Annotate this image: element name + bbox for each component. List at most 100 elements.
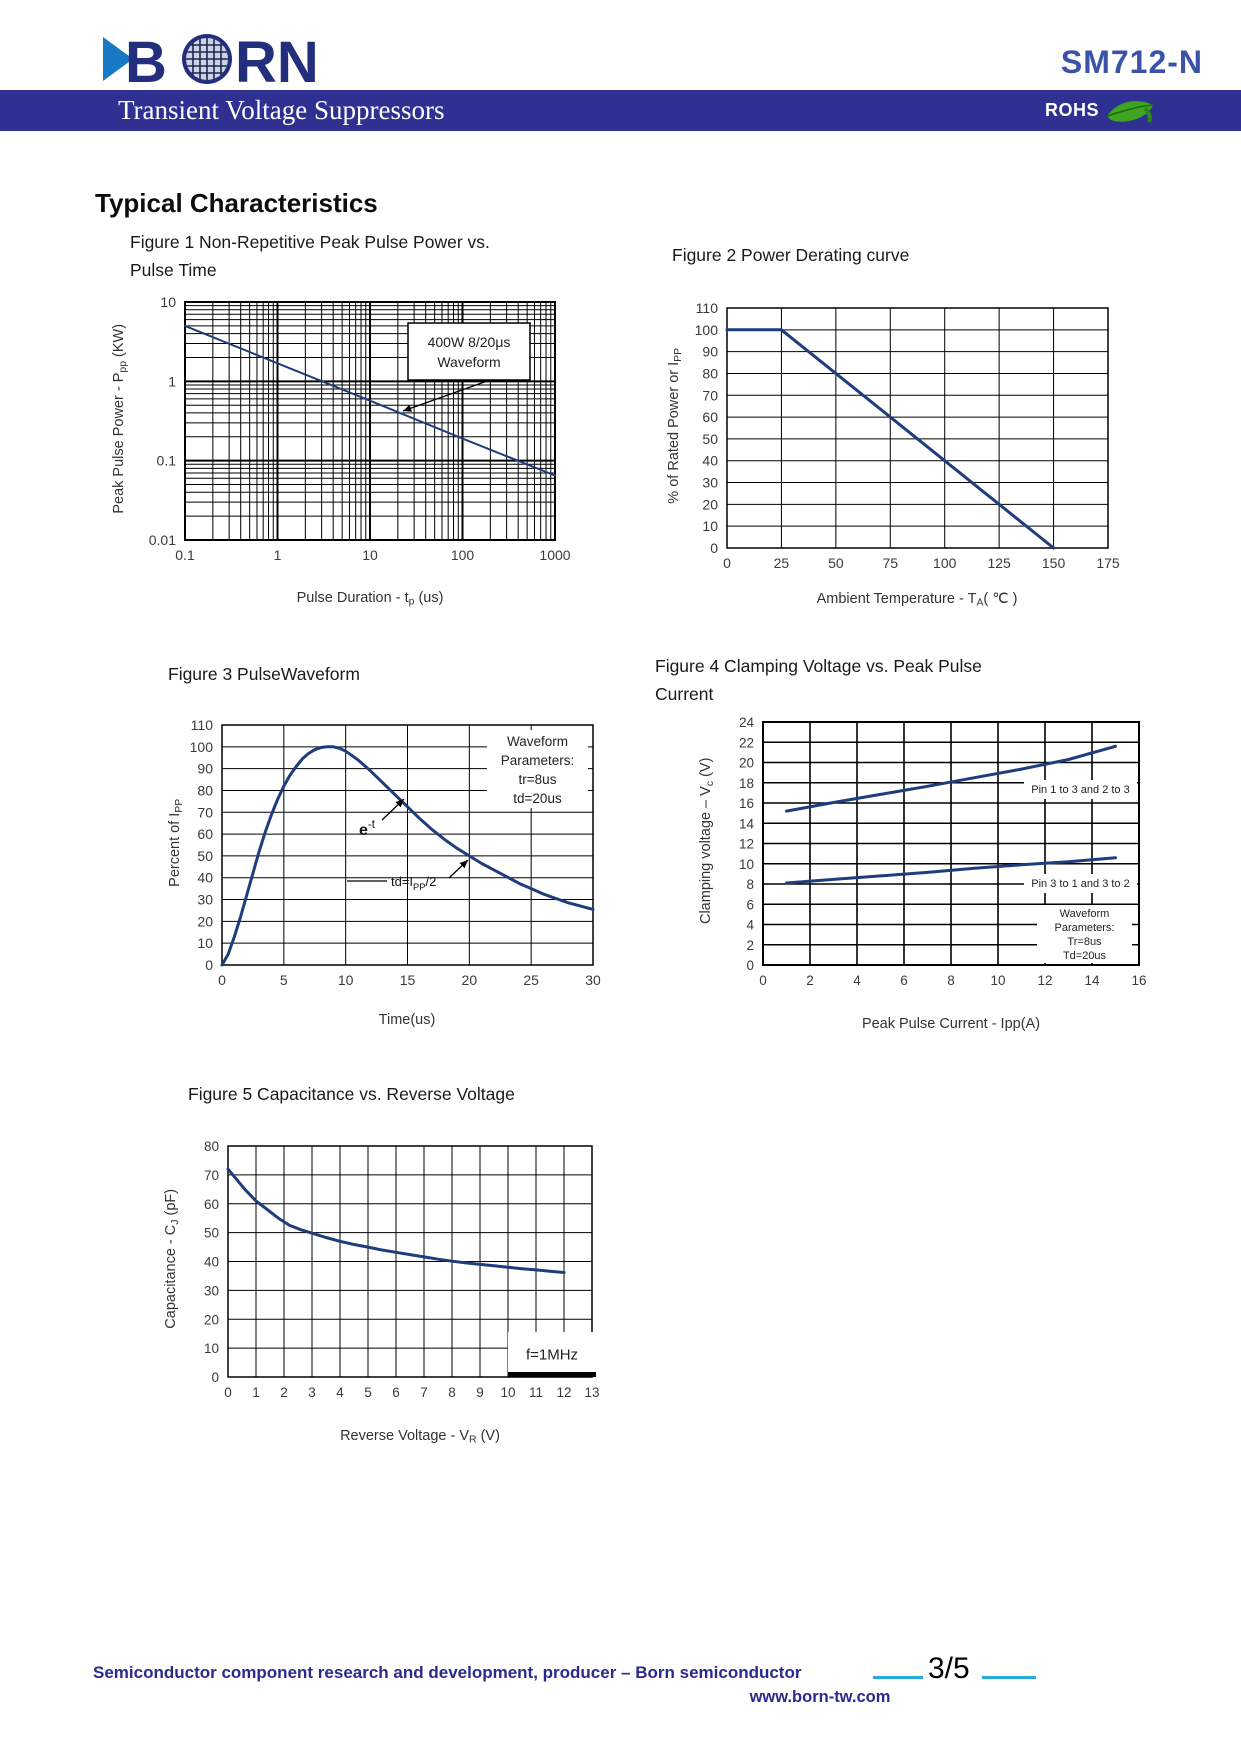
- svg-text:25: 25: [774, 555, 790, 571]
- svg-text:0.1: 0.1: [157, 453, 177, 469]
- page-title: Typical Characteristics: [95, 188, 378, 218]
- svg-text:4: 4: [336, 1385, 344, 1400]
- svg-text:10: 10: [362, 547, 378, 563]
- svg-text:90: 90: [197, 761, 213, 777]
- svg-text:50: 50: [828, 555, 844, 571]
- svg-text:10: 10: [338, 972, 354, 988]
- figure4-y-axis-label: Clamping voltage – Vc (V): [698, 757, 716, 925]
- svg-text:14: 14: [739, 816, 755, 831]
- figure1-title: Figure 1 Non-Repetitive Peak Pulse Power…: [130, 232, 490, 280]
- footer-url[interactable]: www.born-tw.com: [749, 1688, 891, 1706]
- svg-text:1: 1: [252, 1385, 260, 1400]
- footer-page-number: 3/5: [928, 1652, 970, 1685]
- svg-text:0: 0: [723, 555, 731, 571]
- footer-divider-left: [873, 1676, 923, 1679]
- svg-text:16: 16: [1131, 973, 1146, 988]
- svg-text:50: 50: [197, 848, 213, 864]
- svg-text:16: 16: [739, 796, 754, 811]
- svg-text:60: 60: [702, 409, 718, 425]
- svg-text:5: 5: [280, 972, 288, 988]
- svg-text:10: 10: [197, 935, 213, 951]
- svg-text:40: 40: [702, 453, 718, 469]
- svg-text:75: 75: [882, 555, 898, 571]
- svg-text:1: 1: [274, 547, 282, 563]
- svg-text:100: 100: [695, 322, 719, 338]
- svg-text:8: 8: [746, 877, 754, 892]
- svg-text:20: 20: [197, 913, 213, 929]
- svg-text:10: 10: [990, 973, 1005, 988]
- svg-text:14: 14: [1084, 973, 1100, 988]
- figure2-chart: 0 25 50 75 100 125 150 175110100908070605040302…: [695, 300, 1120, 571]
- svg-text:6: 6: [900, 973, 908, 988]
- svg-text:Pin 1 to 3 and 2 to 3: Pin 1 to 3 and 2 to 3: [1031, 784, 1129, 796]
- svg-text:3: 3: [308, 1385, 316, 1400]
- svg-text:100: 100: [933, 555, 957, 571]
- banner-title: Transient Voltage Suppressors: [118, 95, 445, 125]
- svg-text:2: 2: [280, 1385, 288, 1400]
- rohs-badge: ROHS: [1045, 90, 1155, 131]
- svg-text:50: 50: [204, 1226, 219, 1241]
- figure1-x-axis-label: Pulse Duration - tp (us): [296, 590, 444, 608]
- born-logo: B RN: [103, 30, 319, 92]
- svg-text:0: 0: [224, 1385, 232, 1400]
- footer-text: Semiconductor component research and dev…: [93, 1663, 802, 1682]
- svg-text:0: 0: [759, 973, 767, 988]
- svg-text:110: 110: [191, 717, 214, 733]
- svg-text:80: 80: [197, 782, 213, 798]
- svg-text:4: 4: [746, 918, 754, 933]
- svg-text:td=20us: td=20us: [513, 791, 562, 806]
- svg-text:0: 0: [205, 957, 213, 973]
- svg-text:12: 12: [556, 1385, 571, 1400]
- svg-text:10: 10: [500, 1385, 515, 1400]
- svg-text:40: 40: [204, 1255, 219, 1270]
- svg-text:20: 20: [702, 496, 718, 512]
- svg-text:100: 100: [190, 739, 214, 755]
- svg-text:70: 70: [204, 1168, 219, 1183]
- svg-text:2: 2: [746, 938, 754, 953]
- svg-text:80: 80: [204, 1139, 219, 1154]
- svg-text:Pin 3 to 1 and 3 to 2: Pin 3 to 1 and 3 to 2: [1031, 878, 1129, 890]
- svg-text:40: 40: [197, 870, 213, 886]
- svg-text:18: 18: [739, 776, 754, 791]
- svg-text:1000: 1000: [539, 547, 570, 563]
- svg-text:175: 175: [1096, 555, 1120, 571]
- svg-text:10: 10: [739, 857, 754, 872]
- svg-text:0.1: 0.1: [175, 547, 195, 563]
- svg-text:13: 13: [584, 1385, 599, 1400]
- svg-text:12: 12: [1037, 973, 1052, 988]
- svg-text:70: 70: [702, 387, 718, 403]
- svg-text:Waveform: Waveform: [507, 734, 568, 749]
- svg-text:110: 110: [696, 300, 719, 316]
- svg-text:50: 50: [702, 431, 718, 447]
- svg-text:0.01: 0.01: [149, 532, 176, 548]
- svg-text:f=1MHz: f=1MHz: [526, 1347, 578, 1364]
- figure1-y-axis-label: Peak Pulse Power - Ppp (KW): [111, 323, 129, 514]
- svg-text:11: 11: [529, 1385, 543, 1400]
- svg-text:8: 8: [947, 973, 955, 988]
- svg-text:Td=20us: Td=20us: [1063, 950, 1107, 962]
- svg-text:2: 2: [806, 973, 814, 988]
- rohs-label: ROHS: [1045, 100, 1100, 120]
- svg-text:10: 10: [160, 294, 176, 310]
- svg-text:Parameters:: Parameters:: [1055, 922, 1115, 934]
- figure3-x-axis-label: Time(us): [378, 1012, 436, 1028]
- svg-text:60: 60: [204, 1197, 219, 1212]
- svg-text:0: 0: [218, 972, 226, 988]
- figure2-y-axis-label: % of Rated Power or IPP: [666, 347, 684, 504]
- figure2-x-axis-label: Ambient Temperature - TA( ℃ ): [816, 591, 1018, 609]
- svg-text:Parameters:: Parameters:: [501, 753, 575, 768]
- figure2-title: Figure 2 Power Derating curve: [672, 245, 910, 265]
- svg-text:5: 5: [364, 1385, 372, 1400]
- svg-text:0: 0: [211, 1370, 219, 1385]
- logo-letters-rn: RN: [235, 30, 319, 92]
- footer-divider-right: [982, 1676, 1036, 1679]
- svg-text:20: 20: [204, 1312, 219, 1327]
- svg-text:70: 70: [197, 804, 213, 820]
- svg-text:7: 7: [420, 1385, 428, 1400]
- svg-text:10: 10: [204, 1341, 219, 1356]
- svg-text:80: 80: [702, 365, 718, 381]
- figure3-y-axis-label: Percent of IPP: [167, 798, 185, 887]
